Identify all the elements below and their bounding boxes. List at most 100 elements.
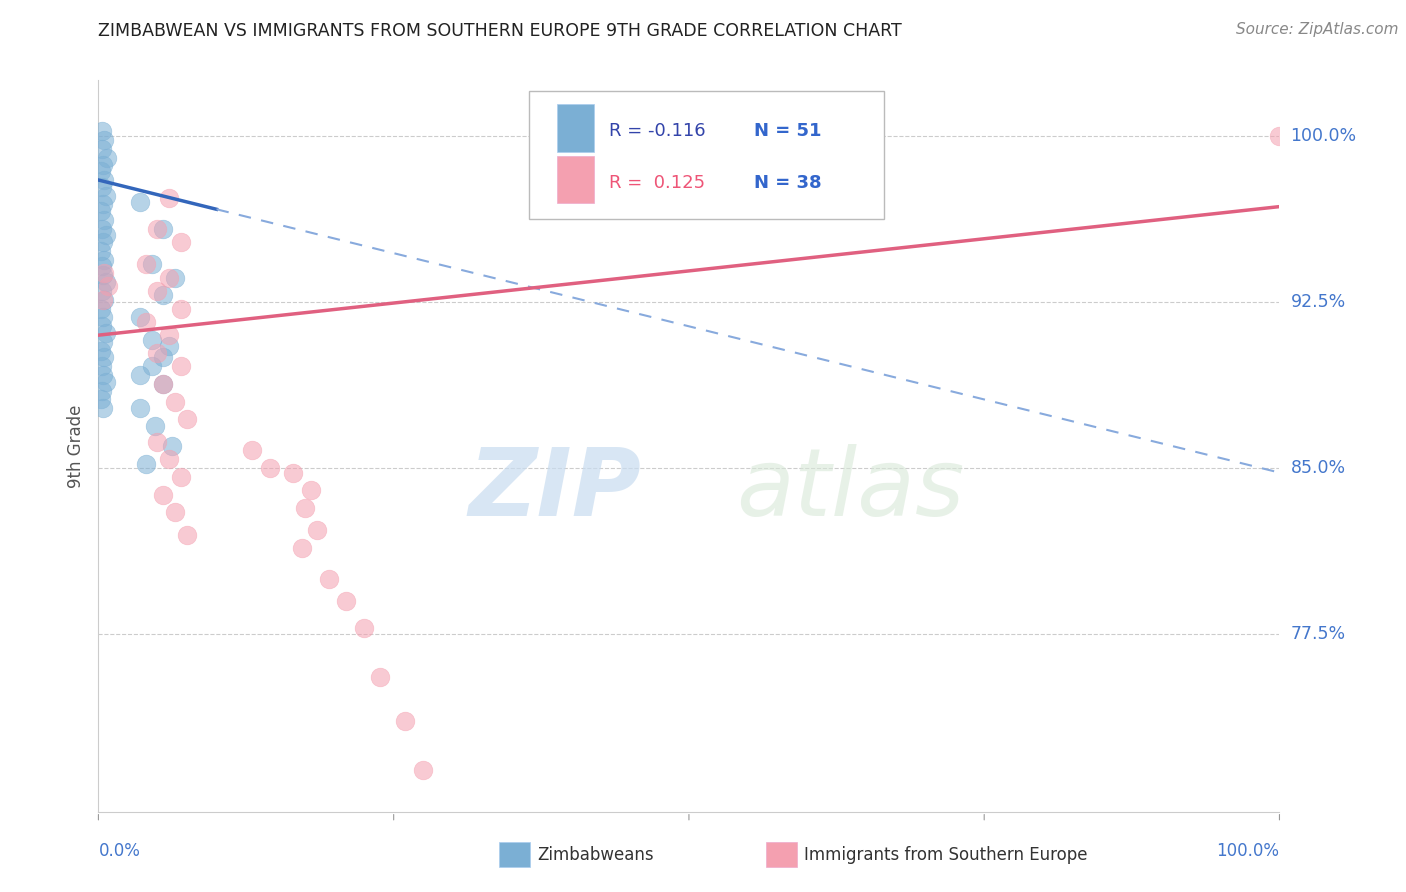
Point bbox=[90, 164, 112, 178]
Point bbox=[135, 457, 157, 471]
Point bbox=[91, 197, 114, 211]
Point bbox=[91, 142, 114, 156]
FancyBboxPatch shape bbox=[530, 91, 884, 219]
Point bbox=[91, 319, 114, 334]
Point bbox=[305, 523, 328, 537]
Text: 77.5%: 77.5% bbox=[1291, 625, 1346, 643]
Point bbox=[94, 375, 117, 389]
Point bbox=[90, 392, 112, 407]
Point bbox=[176, 527, 198, 541]
Text: Immigrants from Southern Europe: Immigrants from Southern Europe bbox=[804, 846, 1088, 863]
Point bbox=[91, 384, 114, 398]
Point bbox=[152, 351, 174, 365]
Point bbox=[170, 235, 193, 249]
Point bbox=[146, 221, 169, 235]
Point bbox=[152, 376, 174, 391]
Point bbox=[91, 179, 114, 194]
Point bbox=[335, 594, 357, 608]
Text: Zimbabweans: Zimbabweans bbox=[537, 846, 654, 863]
Text: N = 38: N = 38 bbox=[754, 174, 821, 192]
Point bbox=[152, 376, 174, 391]
Point bbox=[91, 293, 114, 307]
Point bbox=[146, 284, 169, 298]
Point bbox=[91, 221, 114, 235]
Point bbox=[152, 288, 174, 302]
Point bbox=[170, 359, 193, 374]
Text: 85.0%: 85.0% bbox=[1291, 459, 1346, 477]
Text: 0.0%: 0.0% bbox=[98, 842, 141, 860]
Point bbox=[91, 334, 114, 349]
Point bbox=[157, 328, 180, 343]
Point bbox=[143, 419, 166, 434]
Point bbox=[93, 213, 115, 227]
Point bbox=[412, 763, 434, 777]
Point bbox=[91, 268, 114, 283]
Point bbox=[290, 541, 312, 555]
Point bbox=[94, 326, 117, 340]
Point bbox=[91, 401, 114, 416]
Point bbox=[1268, 128, 1291, 143]
Point bbox=[90, 204, 112, 219]
Point bbox=[318, 572, 340, 586]
Point bbox=[141, 359, 163, 374]
Point bbox=[93, 266, 115, 280]
Text: N = 51: N = 51 bbox=[754, 122, 821, 140]
Point bbox=[135, 315, 157, 329]
Point bbox=[97, 279, 120, 293]
Point bbox=[128, 195, 150, 210]
Text: 92.5%: 92.5% bbox=[1291, 293, 1346, 311]
Point bbox=[91, 310, 114, 325]
Point bbox=[91, 260, 114, 274]
Point bbox=[170, 301, 193, 316]
Point bbox=[90, 244, 112, 258]
Point bbox=[96, 151, 118, 165]
Point bbox=[141, 257, 163, 271]
Point bbox=[368, 669, 391, 683]
Point bbox=[94, 275, 117, 289]
Point bbox=[90, 301, 112, 316]
Point bbox=[128, 368, 150, 382]
Point bbox=[90, 343, 112, 358]
Point bbox=[157, 191, 180, 205]
Point bbox=[299, 483, 322, 498]
Point bbox=[165, 394, 187, 409]
Point bbox=[259, 461, 281, 475]
Point bbox=[91, 284, 114, 298]
Text: R = -0.116: R = -0.116 bbox=[609, 122, 706, 140]
Point bbox=[165, 506, 187, 520]
Text: ZIP: ZIP bbox=[468, 444, 641, 536]
Point bbox=[91, 368, 114, 382]
Point bbox=[152, 488, 174, 502]
Point bbox=[93, 133, 115, 147]
Point bbox=[283, 466, 305, 480]
Point bbox=[294, 501, 316, 516]
Point bbox=[93, 173, 115, 187]
Point bbox=[160, 439, 183, 453]
Text: R =  0.125: R = 0.125 bbox=[609, 174, 704, 192]
Point bbox=[128, 401, 150, 416]
Point bbox=[93, 351, 115, 365]
FancyBboxPatch shape bbox=[557, 104, 595, 152]
Text: ZIMBABWEAN VS IMMIGRANTS FROM SOUTHERN EUROPE 9TH GRADE CORRELATION CHART: ZIMBABWEAN VS IMMIGRANTS FROM SOUTHERN E… bbox=[98, 22, 903, 40]
FancyBboxPatch shape bbox=[557, 155, 595, 203]
Text: Source: ZipAtlas.com: Source: ZipAtlas.com bbox=[1236, 22, 1399, 37]
Text: 100.0%: 100.0% bbox=[1216, 842, 1279, 860]
Point bbox=[157, 452, 180, 467]
Point bbox=[146, 346, 169, 360]
Point bbox=[94, 188, 117, 202]
Point bbox=[94, 228, 117, 243]
Point bbox=[93, 293, 115, 307]
Point bbox=[240, 443, 263, 458]
Point bbox=[165, 270, 187, 285]
Point bbox=[91, 124, 114, 138]
Point bbox=[157, 270, 180, 285]
Point bbox=[157, 339, 180, 353]
Point bbox=[394, 714, 416, 728]
Point bbox=[176, 412, 198, 426]
Point bbox=[91, 157, 114, 171]
Point bbox=[128, 310, 150, 325]
Point bbox=[170, 470, 193, 484]
Point bbox=[93, 252, 115, 267]
Point bbox=[146, 434, 169, 449]
Point bbox=[353, 621, 375, 635]
